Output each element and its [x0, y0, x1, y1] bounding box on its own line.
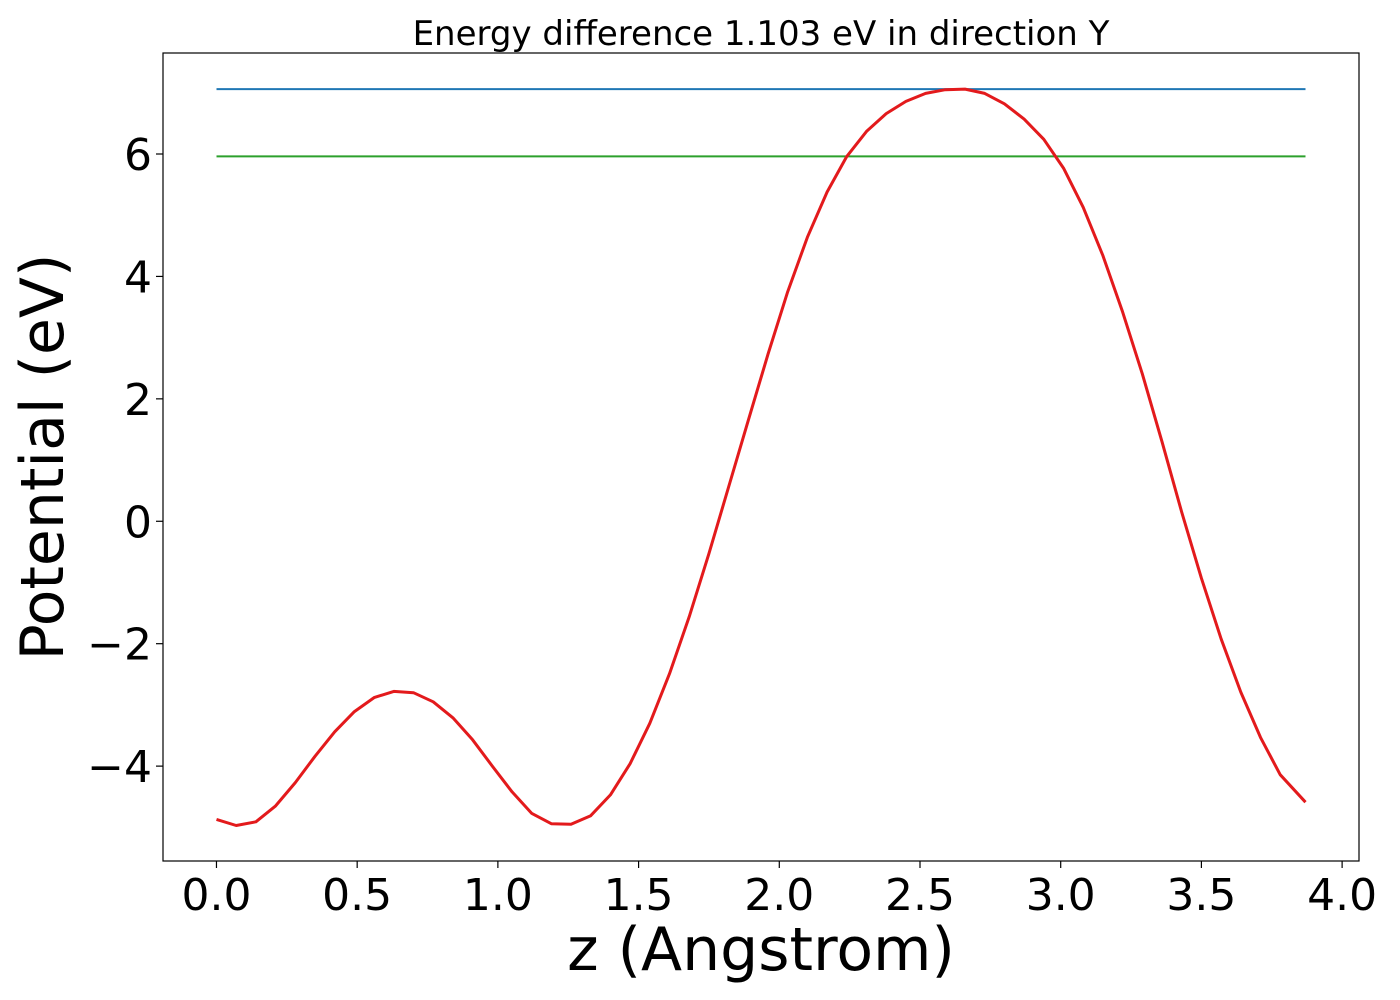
y-tick-label: 4: [124, 252, 152, 303]
x-tick-label: 3.5: [1166, 870, 1236, 921]
x-tick-label: 4.0: [1307, 870, 1377, 921]
x-tick-label: 1.5: [604, 870, 674, 921]
plot-area: [216, 87, 1307, 827]
x-axis-label: z (Angstrom): [567, 915, 955, 985]
y-axis: −4 −2 0 2 4 6: [87, 130, 163, 793]
x-tick-label: 2.0: [744, 870, 814, 921]
plot-frame: [162, 52, 1360, 862]
y-tick-label: 6: [124, 130, 152, 181]
y-tick-label: 0: [124, 497, 152, 548]
series-line-2: [216, 87, 1307, 827]
chart-title: Energy difference 1.103 eV in direction …: [413, 14, 1110, 54]
y-tick-label: 2: [124, 375, 152, 426]
x-tick-label: 3.0: [1026, 870, 1096, 921]
y-tick-label: −4: [87, 742, 152, 793]
y-axis-label: Potential (eV): [8, 254, 78, 661]
x-tick-label: 2.5: [885, 870, 955, 921]
x-tick-label: 0.5: [322, 870, 392, 921]
x-tick-label: 1.0: [463, 870, 533, 921]
x-tick-label: 0.0: [181, 870, 251, 921]
x-axis: 0.0 0.5 1.0 1.5 2.0 2.5 3.0 3.5 4.0: [181, 861, 1377, 921]
y-tick-label: −2: [87, 620, 152, 671]
